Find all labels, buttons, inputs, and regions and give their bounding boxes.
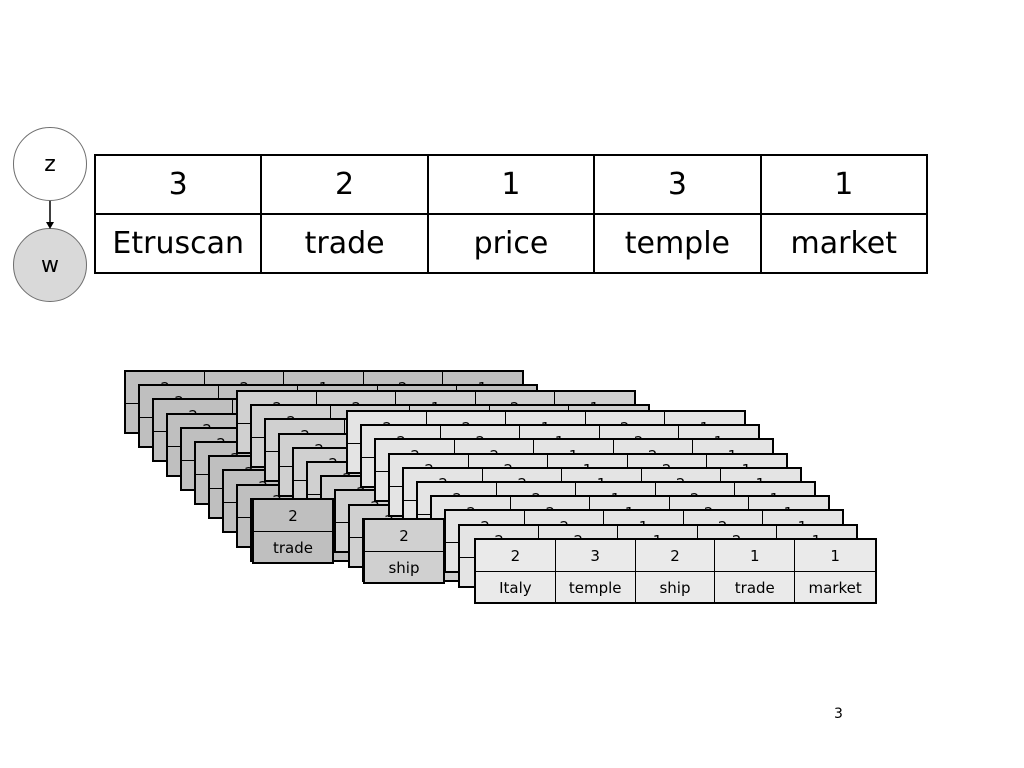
word-cell: trade — [260, 213, 429, 274]
dependency-arrow — [46, 201, 54, 229]
topic-cell: 1 — [426, 154, 596, 215]
topic-assignment-table: 3 2 1 3 1 Etruscan trade price temple ma… — [93, 154, 929, 274]
word-cell: temple — [593, 213, 762, 274]
latent-topic-node: z — [13, 127, 87, 201]
front-topic-cell: 2 — [476, 540, 556, 572]
front-word-cell: ship — [636, 572, 716, 604]
front-topic-cell: 3 — [555, 540, 636, 572]
peek-card-mid: 2 ship — [363, 518, 445, 584]
observed-word-label: w — [41, 252, 59, 278]
front-topic-cell: 2 — [635, 540, 716, 572]
front-document-card: 2 3 2 1 1 Italy temple ship trade market — [474, 538, 877, 604]
word-cell: market — [759, 213, 929, 274]
observed-word-node: w — [13, 228, 87, 302]
topic-cell: 2 — [260, 154, 429, 215]
word-cell: price — [426, 213, 596, 274]
word-row: Etruscan trade price temple market — [93, 213, 929, 274]
word-cell: Etruscan — [93, 213, 263, 274]
topic-cell: 3 — [93, 154, 263, 215]
peek-card-dark: 2 trade — [252, 498, 334, 564]
topic-cell: 3 — [593, 154, 762, 215]
front-word-cell: temple — [556, 572, 636, 604]
latent-topic-label: z — [44, 151, 56, 177]
front-word-cell: Italy — [476, 572, 556, 604]
topic-cell: 1 — [759, 154, 929, 215]
peek-word: trade — [273, 539, 313, 557]
front-topic-cell: 1 — [795, 540, 875, 572]
topic-row: 3 2 1 3 1 — [93, 154, 929, 215]
front-word-cell: market — [808, 579, 862, 597]
peek-word: ship — [388, 559, 420, 577]
front-word-cell: trade — [715, 572, 796, 604]
peek-topic: 2 — [365, 520, 443, 552]
front-topic-cell: 1 — [715, 540, 796, 572]
peek-topic: 2 — [254, 500, 332, 532]
page-number: 3 — [834, 706, 843, 722]
